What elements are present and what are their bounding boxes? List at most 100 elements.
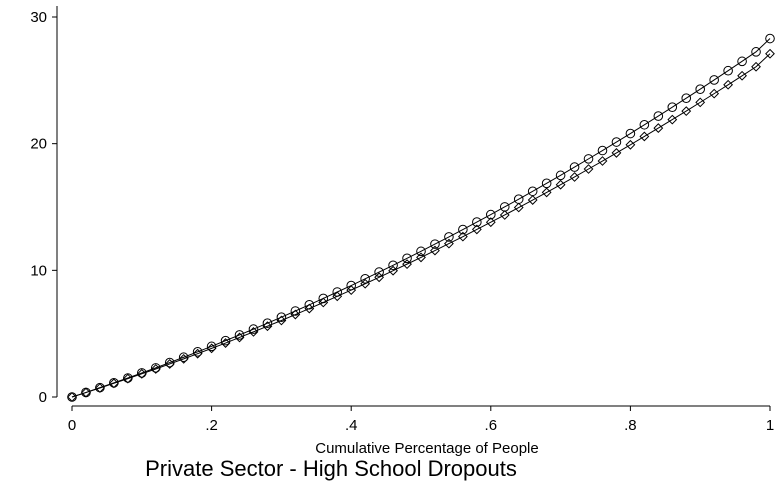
data-point-circle: [695, 84, 706, 94]
series-circle: [67, 33, 775, 402]
data-point-diamond: [360, 278, 371, 289]
data-point-diamond: [248, 326, 259, 337]
data-point-circle: [430, 239, 440, 249]
data-point-circle: [360, 274, 370, 284]
data-point-diamond: [81, 387, 91, 398]
data-point-circle: [248, 324, 259, 334]
data-point-circle: [234, 330, 245, 340]
x-ticks: 0 .2 .4 .6 .8 1: [68, 406, 774, 434]
data-point-diamond: [304, 303, 315, 314]
series-line: [71, 53, 771, 398]
data-point-circle: [416, 246, 426, 257]
data-point-diamond: [346, 285, 357, 296]
y-tick-label: 10: [30, 262, 47, 279]
data-point-circle: [583, 154, 594, 164]
data-point-diamond: [653, 123, 664, 133]
data-point-circle: [667, 102, 678, 112]
data-point-diamond: [416, 252, 426, 263]
data-point-diamond: [402, 259, 412, 270]
data-point-diamond: [332, 291, 343, 302]
data-point-diamond: [444, 238, 454, 249]
x-tick-label: .6: [485, 417, 498, 434]
data-point-circle: [458, 224, 468, 235]
data-point-diamond: [150, 364, 161, 374]
data-point-diamond: [95, 383, 105, 393]
data-point-diamond: [737, 70, 747, 81]
data-point-circle: [639, 119, 650, 130]
data-point-circle: [723, 65, 733, 76]
data-point-diamond: [499, 210, 510, 220]
data-point-diamond: [709, 88, 720, 99]
y-tick-label: 20: [30, 136, 47, 153]
data-point-circle: [374, 267, 384, 277]
data-point-diamond: [583, 164, 594, 174]
data-point-circle: [751, 47, 761, 57]
data-point-diamond: [723, 79, 734, 90]
data-point-diamond: [276, 315, 287, 326]
x-tick-label: 0: [68, 417, 76, 434]
data-point-diamond: [220, 338, 231, 348]
data-point-diamond: [681, 106, 692, 117]
data-point-diamond: [569, 172, 580, 182]
data-point-diamond: [234, 332, 245, 343]
x-axis-title: Cumulative Percentage of People: [315, 440, 538, 457]
data-point-circle: [486, 209, 496, 220]
data-point-diamond: [527, 195, 538, 205]
data-point-diamond: [67, 392, 77, 402]
series-layer: [67, 33, 775, 402]
data-point-circle: [709, 75, 719, 85]
y-tick-label: 0: [39, 389, 47, 406]
data-point-circle: [765, 33, 775, 44]
data-point-circle: [472, 217, 482, 227]
axes: 0 10 20 30 0 .2 .4 .6 .8 1: [30, 6, 774, 434]
data-point-diamond: [751, 61, 761, 72]
data-point-circle: [597, 145, 608, 156]
data-point-diamond: [108, 378, 119, 389]
data-point-circle: [653, 111, 664, 121]
data-point-circle: [555, 170, 566, 181]
data-point-diamond: [695, 97, 706, 108]
data-point-circle: [444, 232, 454, 242]
data-point-diamond: [192, 348, 203, 359]
data-point-circle: [290, 306, 301, 316]
data-point-circle: [402, 253, 412, 264]
data-point-diamond: [765, 48, 775, 59]
data-point-circle: [625, 128, 636, 139]
x-tick-label: .8: [624, 417, 637, 434]
x-tick-label: .2: [205, 417, 218, 434]
data-point-circle: [737, 56, 747, 67]
chart-title: Private Sector - High School Dropouts: [145, 456, 517, 481]
data-point-diamond: [430, 245, 440, 256]
data-point-circle: [262, 318, 273, 328]
data-point-diamond: [485, 217, 496, 228]
y-ticks: 0 10 20 30: [30, 9, 57, 406]
data-point-diamond: [457, 231, 468, 242]
data-point-diamond: [262, 321, 273, 332]
data-point-diamond: [374, 272, 385, 283]
data-point-diamond: [471, 224, 482, 235]
data-point-circle: [611, 137, 622, 147]
data-point-diamond: [597, 156, 608, 166]
y-tick-label: 30: [30, 9, 47, 26]
data-point-diamond: [122, 373, 133, 384]
data-point-diamond: [178, 353, 189, 364]
x-tick-label: .4: [345, 417, 358, 434]
data-point-diamond: [318, 297, 329, 308]
data-point-diamond: [639, 131, 650, 142]
data-point-diamond: [290, 309, 301, 320]
data-point-circle: [681, 93, 692, 103]
data-point-diamond: [164, 359, 175, 369]
data-point-circle: [220, 335, 231, 346]
data-point-diamond: [555, 179, 566, 190]
data-point-diamond: [136, 368, 147, 379]
series-line: [71, 38, 771, 398]
data-point-diamond: [611, 148, 622, 158]
data-point-diamond: [667, 114, 678, 125]
series-diamond: [67, 48, 775, 402]
data-point-circle: [569, 162, 580, 172]
data-point-circle: [137, 368, 147, 378]
data-point-diamond: [541, 187, 552, 198]
data-point-diamond: [206, 343, 217, 354]
data-point-circle: [276, 312, 287, 323]
